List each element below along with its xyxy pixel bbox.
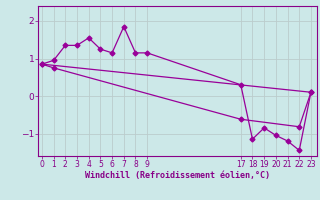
X-axis label: Windchill (Refroidissement éolien,°C): Windchill (Refroidissement éolien,°C) [85, 171, 270, 180]
